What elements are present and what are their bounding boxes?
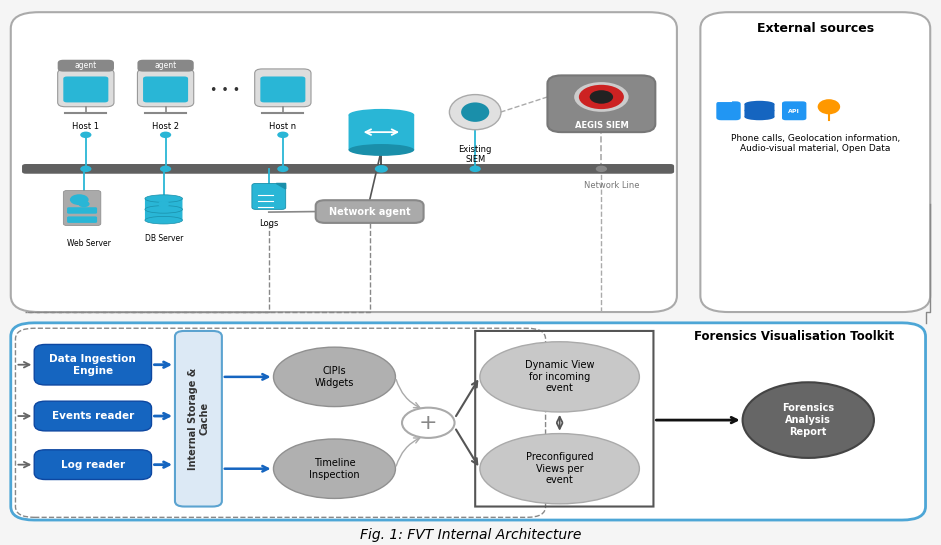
Ellipse shape	[818, 99, 840, 114]
FancyBboxPatch shape	[145, 209, 183, 220]
FancyBboxPatch shape	[700, 12, 931, 312]
FancyBboxPatch shape	[548, 75, 655, 132]
Text: Logs: Logs	[259, 219, 279, 228]
FancyBboxPatch shape	[57, 60, 114, 71]
Text: API: API	[789, 108, 800, 113]
Circle shape	[158, 201, 169, 207]
Circle shape	[263, 201, 275, 207]
Ellipse shape	[348, 109, 414, 121]
FancyBboxPatch shape	[315, 200, 423, 223]
Polygon shape	[277, 184, 286, 189]
FancyBboxPatch shape	[34, 401, 152, 431]
FancyBboxPatch shape	[10, 12, 677, 312]
FancyBboxPatch shape	[34, 450, 152, 480]
Ellipse shape	[461, 102, 489, 122]
Text: Network agent: Network agent	[328, 207, 410, 216]
Circle shape	[278, 131, 289, 138]
Ellipse shape	[450, 95, 501, 130]
FancyBboxPatch shape	[175, 331, 222, 506]
FancyBboxPatch shape	[67, 216, 97, 223]
Text: Dynamic View
for incoming
event: Dynamic View for incoming event	[525, 360, 595, 393]
Text: Internal Storage &
Cache: Internal Storage & Cache	[187, 368, 209, 470]
Circle shape	[160, 131, 171, 138]
FancyBboxPatch shape	[137, 69, 194, 107]
FancyBboxPatch shape	[255, 69, 311, 107]
Ellipse shape	[744, 101, 774, 107]
Ellipse shape	[70, 194, 88, 205]
Ellipse shape	[274, 439, 395, 499]
FancyBboxPatch shape	[63, 191, 101, 226]
Circle shape	[80, 166, 91, 172]
Text: Host 2: Host 2	[152, 122, 179, 131]
Ellipse shape	[274, 347, 395, 407]
FancyBboxPatch shape	[252, 184, 286, 209]
Text: Forensics Visualisation Toolkit: Forensics Visualisation Toolkit	[694, 330, 894, 343]
Ellipse shape	[145, 216, 183, 224]
Ellipse shape	[744, 114, 774, 120]
Text: +: +	[419, 413, 438, 433]
Text: AEGIS SIEM: AEGIS SIEM	[575, 121, 629, 130]
Ellipse shape	[579, 85, 624, 109]
Circle shape	[596, 166, 607, 172]
Text: Web Server: Web Server	[67, 239, 111, 248]
Text: Timeline
Inspection: Timeline Inspection	[310, 458, 359, 480]
Text: Fig. 1: FVT Internal Architecture: Fig. 1: FVT Internal Architecture	[359, 528, 582, 542]
Ellipse shape	[574, 82, 629, 112]
Text: Data Ingestion
Engine: Data Ingestion Engine	[50, 354, 136, 376]
Ellipse shape	[348, 144, 414, 156]
Text: Phone calls, Geolocation information,
Audio-visual material, Open Data: Phone calls, Geolocation information, Au…	[730, 134, 900, 153]
Circle shape	[375, 165, 388, 173]
FancyBboxPatch shape	[348, 115, 414, 150]
Circle shape	[402, 408, 455, 438]
FancyBboxPatch shape	[63, 76, 108, 102]
Text: agent: agent	[154, 60, 177, 70]
Circle shape	[160, 166, 171, 172]
Ellipse shape	[744, 107, 774, 114]
Text: Events reader: Events reader	[52, 411, 134, 421]
Ellipse shape	[145, 195, 183, 202]
Circle shape	[80, 131, 91, 138]
FancyBboxPatch shape	[22, 164, 674, 174]
FancyBboxPatch shape	[137, 60, 194, 71]
Ellipse shape	[742, 382, 874, 458]
Text: agent: agent	[74, 60, 97, 70]
FancyBboxPatch shape	[782, 101, 806, 120]
FancyBboxPatch shape	[34, 344, 152, 385]
Text: Network Line: Network Line	[583, 181, 639, 190]
Circle shape	[278, 166, 289, 172]
Circle shape	[470, 166, 481, 172]
FancyBboxPatch shape	[744, 111, 774, 117]
Text: Existing
SIEM: Existing SIEM	[458, 144, 492, 164]
FancyBboxPatch shape	[10, 323, 926, 520]
FancyBboxPatch shape	[67, 207, 97, 214]
Ellipse shape	[590, 90, 614, 104]
Text: Forensics
Analysis
Report: Forensics Analysis Report	[782, 403, 835, 437]
FancyBboxPatch shape	[143, 76, 188, 102]
Ellipse shape	[145, 205, 183, 213]
FancyBboxPatch shape	[145, 198, 183, 209]
Ellipse shape	[480, 342, 639, 412]
Ellipse shape	[480, 434, 639, 504]
FancyBboxPatch shape	[57, 69, 114, 107]
Text: Log reader: Log reader	[61, 459, 125, 470]
FancyBboxPatch shape	[716, 101, 741, 120]
Text: • • •: • • •	[210, 84, 240, 97]
Text: CIPIs
Widgets: CIPIs Widgets	[315, 366, 354, 387]
FancyBboxPatch shape	[744, 104, 774, 111]
Text: Host n: Host n	[269, 122, 296, 131]
Text: External sources: External sources	[757, 22, 874, 35]
FancyBboxPatch shape	[261, 76, 306, 102]
Text: Preconfigured
Views per
event: Preconfigured Views per event	[526, 452, 594, 485]
Circle shape	[78, 201, 89, 207]
Text: Host 1: Host 1	[72, 122, 100, 131]
Text: DB Server: DB Server	[145, 234, 183, 243]
